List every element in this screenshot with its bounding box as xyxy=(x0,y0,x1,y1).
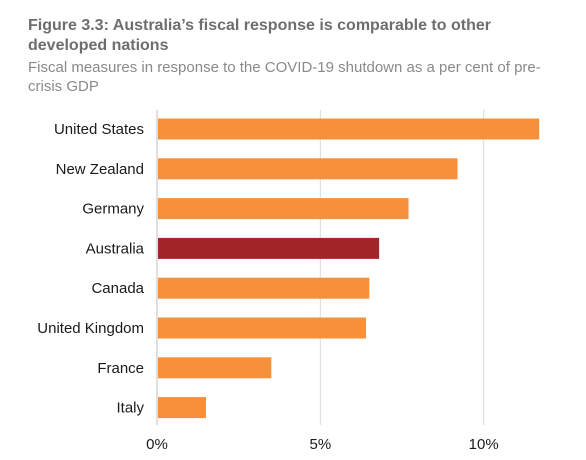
bar-united-kingdom xyxy=(158,317,367,339)
bar-canada xyxy=(158,277,370,299)
category-label-canada: Canada xyxy=(91,280,144,297)
bars xyxy=(158,118,540,419)
x-tick-label: 5% xyxy=(309,436,331,453)
x-axis-ticks: 0% 5% 10% xyxy=(146,436,499,453)
bar-united-states xyxy=(158,118,540,140)
bar-new-zealand xyxy=(158,158,458,180)
category-label-germany: Germany xyxy=(82,201,144,218)
category-label-australia: Australia xyxy=(86,240,145,257)
category-labels: United States New Zealand Germany Australia… xyxy=(37,121,144,417)
chart-title: Figure 3.3: Australia’s fiscal response … xyxy=(28,17,491,54)
x-tick-label: 10% xyxy=(469,436,499,453)
bar-france xyxy=(158,357,272,379)
category-label-france: France xyxy=(97,360,144,377)
category-label-united-kingdom: United Kingdom xyxy=(37,320,144,337)
category-label-italy: Italy xyxy=(116,400,144,417)
bar-germany xyxy=(158,198,409,220)
category-label-united-states: United States xyxy=(54,121,144,138)
chart-subtitle: Fiscal measures in response to the COVID… xyxy=(28,59,541,95)
category-label-new-zealand: New Zealand xyxy=(56,161,144,178)
bar-australia xyxy=(158,237,380,259)
x-tick-label: 0% xyxy=(146,436,168,453)
bar-italy xyxy=(158,397,206,419)
